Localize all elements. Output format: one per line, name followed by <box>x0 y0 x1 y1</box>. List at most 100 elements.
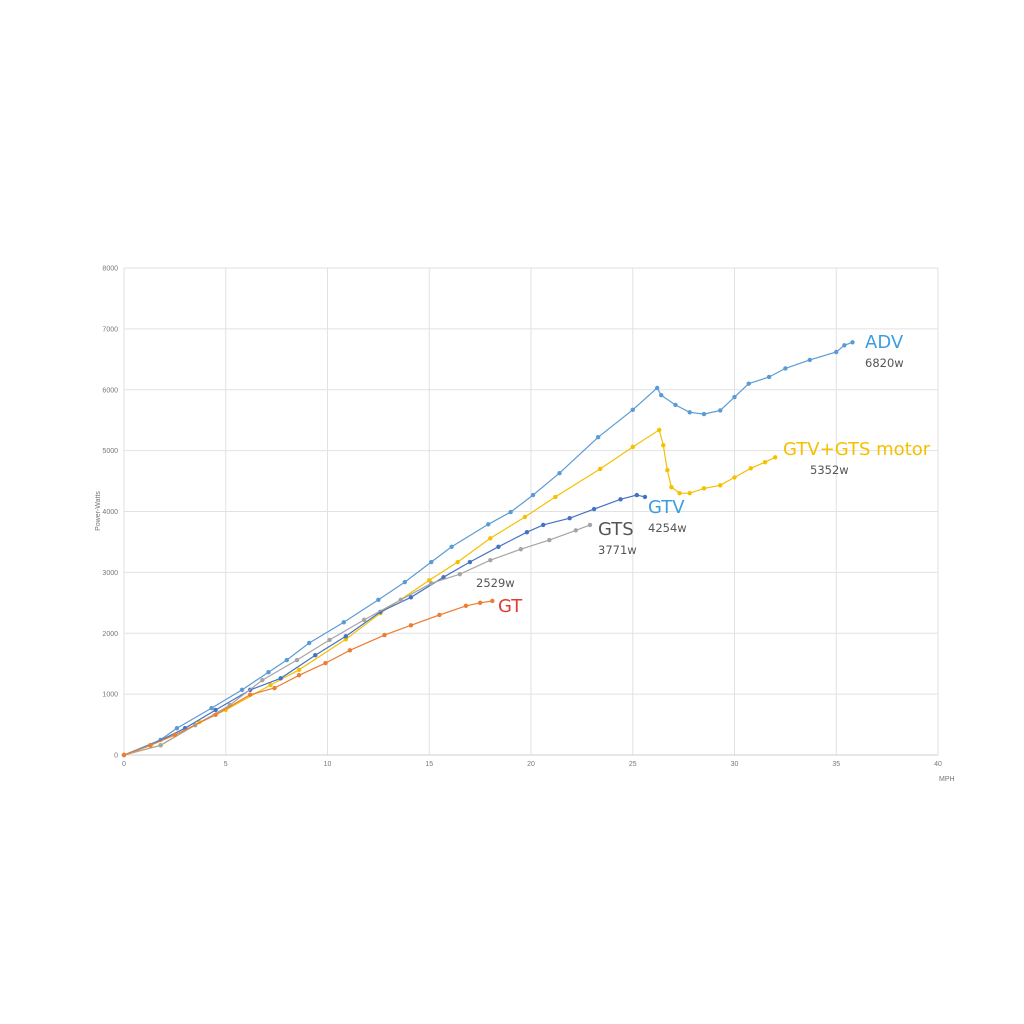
data-point-gtv-gts-motor <box>677 491 682 496</box>
data-point-gtv <box>313 652 318 658</box>
data-point-gt <box>121 752 127 758</box>
data-point-adv <box>673 402 678 408</box>
y-tick-label: 2000 <box>102 631 118 638</box>
data-point-adv <box>209 705 214 711</box>
data-point-gt <box>323 660 328 666</box>
grid <box>123 267 939 756</box>
series-gts <box>121 522 593 758</box>
y-axis-label: Power-Watts <box>95 491 102 531</box>
data-point-gt <box>296 673 302 678</box>
x-tick-label: 5 <box>224 761 228 768</box>
data-point-adv <box>766 374 772 380</box>
data-point-adv <box>266 670 271 675</box>
data-point-gtv-gts-motor <box>661 442 666 448</box>
data-point-gt <box>247 692 253 697</box>
series-peak-gtv-gts-motor: 5352w <box>810 463 849 477</box>
data-point-adv <box>376 597 381 602</box>
x-tick-label: 10 <box>324 761 332 768</box>
data-point-adv <box>508 509 513 515</box>
data-point-gts <box>361 617 367 623</box>
series-adv <box>121 340 855 758</box>
data-point-gtv-gts-motor <box>762 459 768 465</box>
data-point-gtv <box>524 529 530 535</box>
data-point-gt <box>408 623 414 628</box>
data-point-gts <box>573 528 578 533</box>
data-point-adv <box>659 393 664 398</box>
data-point-gtv <box>408 595 414 600</box>
series-label-gtv-gts-motor: GTV+GTS motor <box>783 439 931 460</box>
y-tick-label: 0 <box>114 753 118 760</box>
data-point-gts <box>488 558 493 563</box>
data-point-gts <box>398 597 403 602</box>
data-point-gtv <box>213 707 218 713</box>
data-point-gtv-gts-motor <box>701 486 707 491</box>
x-tick-label: 15 <box>425 761 433 768</box>
series-label-adv: ADV <box>865 332 904 353</box>
data-point-gtv <box>496 544 501 550</box>
data-point-gtv <box>591 506 597 512</box>
data-point-adv <box>595 435 601 440</box>
data-point-gtv-gts-motor <box>268 682 273 688</box>
x-tick-label: 0 <box>122 761 126 768</box>
data-point-adv <box>429 559 434 565</box>
data-point-gtv-gts-motor <box>657 427 662 433</box>
data-point-gts <box>457 572 462 577</box>
series-label-gtv: GTV <box>648 497 685 518</box>
data-point-gtv-gts-motor <box>718 483 723 488</box>
y-tick-label: 8000 <box>102 266 118 273</box>
data-point-gtv-gts-motor <box>732 475 737 480</box>
data-point-gts <box>547 537 552 543</box>
data-point-gtv <box>278 676 283 681</box>
series-group <box>121 340 855 758</box>
data-point-adv <box>807 357 812 363</box>
data-point-gts <box>260 677 265 683</box>
data-point-gtv-gts-motor <box>630 444 635 450</box>
data-point-adv <box>341 620 346 625</box>
data-point-gts <box>429 581 434 586</box>
series-label-gt: GT <box>498 596 523 617</box>
data-point-adv <box>306 640 312 646</box>
data-point-adv <box>850 340 855 345</box>
series-line-gt <box>123 600 493 756</box>
x-axis-label: MPH <box>939 776 955 783</box>
annotations: ADV 6820w GTV+GTS motor 5352w GTV 4254w GTS 377… <box>476 332 931 617</box>
data-point-gtv <box>343 634 349 639</box>
data-point-gt <box>347 648 353 653</box>
data-point-gts <box>327 637 332 643</box>
data-point-gtv-gts-motor <box>773 455 778 460</box>
data-point-gt <box>213 712 218 718</box>
data-point-gtv-gts-motor <box>597 466 603 472</box>
data-point-adv <box>530 492 536 498</box>
data-point-gtv <box>441 575 446 580</box>
data-point-gtv <box>467 559 473 565</box>
series-peak-gtv: 4254w <box>648 521 687 535</box>
x-tick-label: 35 <box>832 761 840 768</box>
data-point-gtv <box>567 515 572 521</box>
data-point-adv <box>842 343 847 348</box>
x-tick-label: 25 <box>629 761 637 768</box>
data-point-gtv <box>618 497 623 502</box>
series-label-gts: GTS <box>598 519 634 540</box>
data-point-adv <box>687 410 692 415</box>
data-point-gtv-gts-motor <box>687 491 692 496</box>
data-point-gtv-gts-motor <box>669 484 674 490</box>
data-point-gts <box>294 657 300 663</box>
x-tick-label: 30 <box>731 761 739 768</box>
data-point-gtv-gts-motor <box>665 467 670 473</box>
series-gt <box>121 598 495 758</box>
data-point-gt <box>172 732 178 738</box>
data-point-adv <box>746 381 751 386</box>
axes: 0 1000 2000 3000 4000 5000 6000 7000 8000 0 5 10 15 2… <box>102 266 942 769</box>
data-point-gtv-gts-motor <box>488 536 493 541</box>
data-point-adv <box>654 385 660 391</box>
data-point-gt <box>477 600 483 606</box>
series-line-adv <box>123 341 853 756</box>
data-point-gt <box>490 598 495 604</box>
series-line-gts <box>123 524 591 756</box>
y-tick-label: 3000 <box>102 570 118 577</box>
data-point-gt <box>382 632 387 638</box>
data-point-gts <box>158 743 163 748</box>
data-point-adv <box>557 470 562 476</box>
data-point-adv <box>630 407 635 413</box>
data-point-adv <box>284 657 289 663</box>
